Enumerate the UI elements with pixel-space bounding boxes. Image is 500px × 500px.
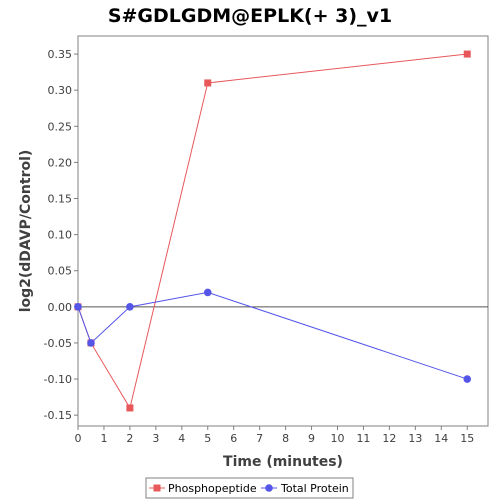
legend-box [145,477,354,499]
x-tick-label: 11 [356,432,370,445]
y-tick-label: 0.20 [48,156,73,169]
x-axis-label: Time (minutes) [223,454,343,470]
legend-marker-total-protein [265,484,273,492]
x-tick-label: 10 [330,432,344,445]
y-tick-label: 0.00 [48,301,73,314]
x-tick-label: 14 [434,432,448,445]
y-axis-ticks: -0.15 -0.10 -0.05 0.00 0.05 0.10 0.15 0.20 0.25 0… [44,48,78,422]
x-tick-label: 0 [75,432,82,445]
data-point-phosphopeptide [126,404,134,412]
y-tick-label: 0.25 [48,120,73,133]
x-tick-label: 4 [178,432,185,445]
x-axis-ticks: 0 1 2 3 4 5 6 7 8 9 10 11 12 13 14 15 [75,426,474,445]
y-tick-label: 0.30 [48,84,73,97]
x-tick-label: 15 [460,432,474,445]
series-layer [74,50,472,412]
x-tick-label: 13 [408,432,422,445]
legend: Phosphopeptide Total Protein [145,477,354,499]
legend-label-total-protein: Total Protein [280,482,349,495]
x-tick-label: 12 [382,432,396,445]
y-tick-label: -0.15 [44,409,72,422]
legend-item-phosphopeptide: Phosphopeptide [149,482,257,495]
plot-area [77,35,489,427]
x-tick-label: 5 [204,432,211,445]
y-tick-label: -0.10 [44,373,72,386]
y-tick-label: 0.05 [48,265,73,278]
chart-title: S#GDLGDM@EPLK(+ 3)_v1 [108,5,392,27]
x-tick-label: 3 [152,432,159,445]
series-total-protein [74,288,472,383]
x-tick-label: 8 [282,432,289,445]
data-point-total-protein [463,375,472,383]
x-tick-label: 9 [308,432,315,445]
data-point-phosphopeptide [463,50,471,58]
data-point-total-protein [74,303,82,311]
x-tick-label: 1 [100,432,107,445]
y-axis-label: log2(dDAVP/Control) [18,150,34,313]
y-tick-label: 0.15 [48,193,73,206]
legend-marker-phosphopeptide [153,484,161,492]
x-tick-label: 7 [256,432,263,445]
legend-label-phosphopeptide: Phosphopeptide [168,482,257,495]
legend-item-total-protein: Total Protein [261,482,349,495]
y-tick-label: 0.10 [48,229,73,242]
data-point-total-protein [87,339,95,347]
y-tick-label: -0.05 [44,337,72,350]
x-tick-label: 6 [230,432,237,445]
y-tick-label: 0.35 [48,48,73,61]
x-tick-label: 2 [126,432,133,445]
data-point-total-protein [126,303,134,311]
data-point-phosphopeptide [204,79,212,87]
data-point-total-protein [203,288,212,297]
